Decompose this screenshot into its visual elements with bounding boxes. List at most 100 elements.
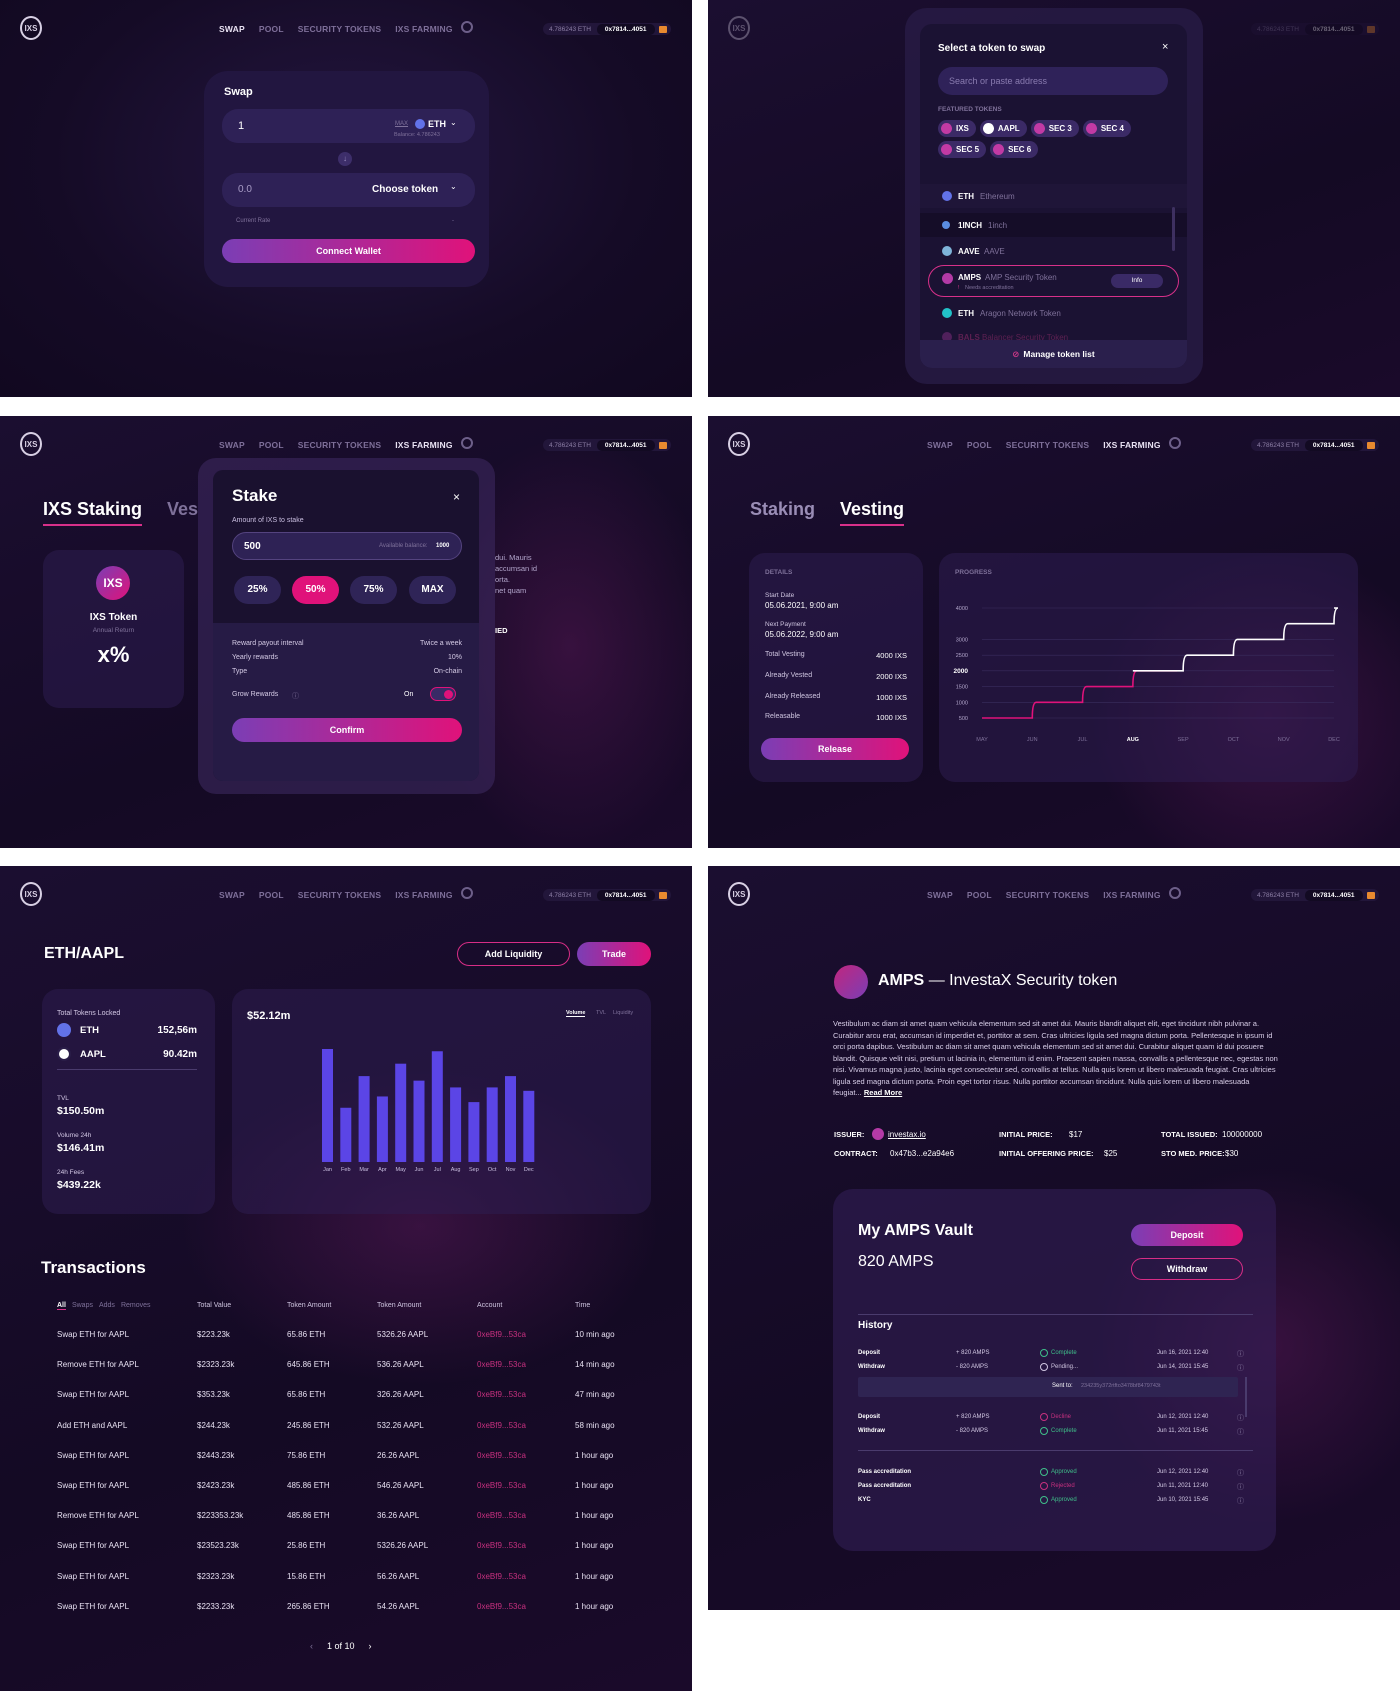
percent-25-button[interactable]: 25% (234, 576, 281, 604)
info-icon[interactable]: ⓘ (1237, 1484, 1244, 1491)
filter-all[interactable]: All (57, 1302, 66, 1310)
volume-bar[interactable] (340, 1107, 352, 1162)
add-liquidity-button[interactable]: Add Liquidity (457, 942, 570, 966)
table-row[interactable]: Swap ETH for AAPL $2323.23k 15.86 ETH 56.26… (0, 1568, 692, 1588)
table-row[interactable]: Swap ETH for AAPL $223.23k 65.86 ETH 5326.2… (0, 1326, 692, 1346)
token-list-item[interactable]: AAVE AAVE (920, 239, 1187, 263)
volume-bar[interactable] (358, 1076, 370, 1162)
read-more-link[interactable]: Read More (863, 1088, 903, 1097)
token-list-item-selected[interactable]: AMPS AMP Security Token ! Needs accredit… (928, 265, 1179, 297)
issuer-link[interactable]: investax.io (888, 1130, 926, 1139)
table-cell[interactable]: 0xeBf9...53ca (477, 1511, 526, 1521)
withdraw-button[interactable]: Withdraw (1131, 1258, 1243, 1280)
info-icon[interactable]: ⓘ (1237, 1429, 1244, 1436)
close-icon[interactable]: × (1162, 41, 1169, 53)
nav-pool[interactable]: POOL (258, 890, 284, 900)
nav-ixs-farming[interactable]: IXS FARMING (395, 440, 453, 450)
chart-tab-tvl[interactable]: TVL (596, 1010, 607, 1016)
wallet-widget[interactable]: 4.786243 ETH 0x7814...4051 (1251, 439, 1379, 451)
to-amount-input[interactable]: 0.0 Choose token ⌄ (222, 173, 475, 207)
nav-security-tokens[interactable]: SECURITY TOKENS (1005, 440, 1090, 450)
col-token-amount[interactable]: Token Amount (287, 1302, 332, 1309)
col-time[interactable]: Time (575, 1302, 591, 1309)
arrow-down-icon[interactable]: ↓ (338, 152, 352, 166)
token-list-item[interactable]: BALS Balancer Security Token (920, 326, 1187, 346)
filter-adds[interactable]: Adds (98, 1302, 115, 1309)
table-cell[interactable]: 0xeBf9...53ca (477, 1330, 526, 1339)
ixs-logo-icon[interactable]: IXS (20, 432, 42, 456)
ixs-logo-icon[interactable]: IXS (728, 882, 750, 906)
manage-token-list-button[interactable]: ⊘ Manage token list (920, 340, 1187, 368)
trade-button[interactable]: Trade (577, 942, 651, 966)
info-icon[interactable]: ⓘ (1237, 1415, 1244, 1422)
history-row[interactable]: Deposit + 820 AMPS Complete Jun 16, 2021 12… (833, 1349, 1276, 1362)
history-row[interactable]: Withdraw - 820 AMPS Complete Jun 11, 2021 1… (833, 1427, 1276, 1440)
volume-bar[interactable] (468, 1102, 480, 1162)
nav-ixs-farming[interactable]: IXS FARMING (1103, 890, 1161, 900)
nav-swap[interactable]: SWAP (927, 890, 953, 900)
history-row[interactable]: Pass accreditation Rejected Jun 11, 2021 1… (833, 1482, 1276, 1495)
table-cell[interactable]: 0xeBf9...53ca (477, 1360, 526, 1370)
gear-icon[interactable] (461, 21, 473, 33)
featured-sec4[interactable]: SEC 4 (1082, 120, 1131, 137)
filter-swaps[interactable]: Swaps (71, 1302, 93, 1309)
nav-swap[interactable]: SWAP (219, 440, 245, 450)
nav-swap[interactable]: SWAP (219, 890, 245, 900)
gear-icon[interactable] (1169, 437, 1181, 449)
release-button[interactable]: Release (761, 738, 909, 760)
featured-ixs[interactable]: IXS (938, 120, 976, 137)
history-row[interactable]: KYC Approved Jun 10, 2021 15:45 ⓘ (833, 1496, 1276, 1509)
grow-rewards-toggle[interactable] (430, 687, 456, 701)
info-icon[interactable]: ⓘ (292, 693, 299, 700)
nav-pool[interactable]: POOL (966, 890, 992, 900)
table-cell[interactable]: 0xeBf9...53ca (477, 1481, 526, 1490)
table-cell[interactable]: 0xeBf9...53ca (477, 1420, 526, 1430)
wallet-widget[interactable]: 4.786243 ETH 0x7814...4051 (1251, 23, 1379, 35)
gear-icon[interactable] (461, 437, 473, 449)
nav-pool[interactable]: POOL (258, 24, 284, 34)
tab-ixs-staking[interactable]: IXS Staking (43, 499, 143, 526)
col-total-value[interactable]: Total Value (197, 1302, 232, 1309)
history-row[interactable]: Pass accreditation Approved Jun 12, 2021 1… (833, 1468, 1276, 1481)
table-row[interactable]: Swap ETH for AAPL $23523.23k 25.86 ETH 5326… (0, 1537, 692, 1557)
info-icon[interactable]: ⓘ (1237, 1498, 1244, 1505)
wallet-widget[interactable]: 4.786243 ETH 0x7814...4051 (543, 889, 671, 901)
table-row[interactable]: Remove ETH for AAPL $223353.23k 485.86 ETH… (0, 1507, 692, 1527)
ixs-logo-icon[interactable]: IXS (728, 16, 750, 40)
chart-tab-liquidity[interactable]: Liquidity (613, 1010, 634, 1016)
percent-50-button[interactable]: 50% (292, 576, 339, 604)
table-row[interactable]: Swap ETH for AAPL $2443.23k 75.86 ETH 26.26… (0, 1447, 692, 1467)
table-row[interactable]: Add ETH and AAPL $244.23k 245.86 ETH 532.26… (0, 1417, 692, 1437)
from-token-select[interactable]: ETH (428, 119, 446, 129)
volume-bar[interactable] (523, 1090, 535, 1162)
from-amount-input[interactable]: 1 MAX ETH ⌄ Balance: 4.786243 (222, 109, 475, 143)
tab-vesting[interactable]: Ves (167, 499, 199, 519)
history-row[interactable]: Deposit + 820 AMPS Decline Jun 12, 2021 12:… (833, 1413, 1276, 1426)
table-row[interactable]: Swap ETH for AAPL $353.23k 65.86 ETH 326.26… (0, 1386, 692, 1406)
gear-icon[interactable] (1169, 887, 1181, 899)
token-search-input[interactable]: Search or paste address (938, 67, 1168, 95)
history-scrollbar[interactable] (1245, 1377, 1247, 1417)
token-list-item[interactable]: 1INCH 1inch (920, 213, 1187, 237)
info-icon[interactable]: ⓘ (1237, 1470, 1244, 1477)
chevron-right-icon[interactable]: › (368, 1641, 372, 1651)
ixs-logo-icon[interactable]: IXS (20, 16, 42, 40)
table-row[interactable]: Swap ETH for AAPL $2233.23k 265.86 ETH 54.2… (0, 1598, 692, 1618)
volume-bar[interactable] (413, 1080, 425, 1162)
table-cell[interactable]: 0xeBf9...53ca (477, 1571, 526, 1581)
nav-security-tokens[interactable]: SECURITY TOKENS (1005, 890, 1090, 900)
chevron-left-icon[interactable]: ‹ (310, 1641, 313, 1651)
max-button[interactable]: MAX (395, 121, 409, 127)
token-list-item[interactable]: ETH Aragon Network Token (920, 301, 1187, 325)
nav-security-tokens[interactable]: SECURITY TOKENS (297, 24, 382, 34)
featured-aapl[interactable]: AAPL (979, 120, 1027, 137)
volume-bar[interactable] (395, 1063, 407, 1162)
filter-removes[interactable]: Removes (120, 1302, 151, 1309)
nav-ixs-farming[interactable]: IXS FARMING (1103, 440, 1161, 450)
stake-amount-input[interactable]: 500 Available balance: 1000 (232, 532, 462, 560)
info-button[interactable]: Info (1111, 274, 1163, 288)
nav-swap[interactable]: SWAP (219, 24, 245, 34)
gear-icon[interactable] (461, 887, 473, 899)
table-cell[interactable]: 0xeBf9...53ca (477, 1390, 526, 1400)
nav-swap[interactable]: SWAP (927, 440, 953, 450)
